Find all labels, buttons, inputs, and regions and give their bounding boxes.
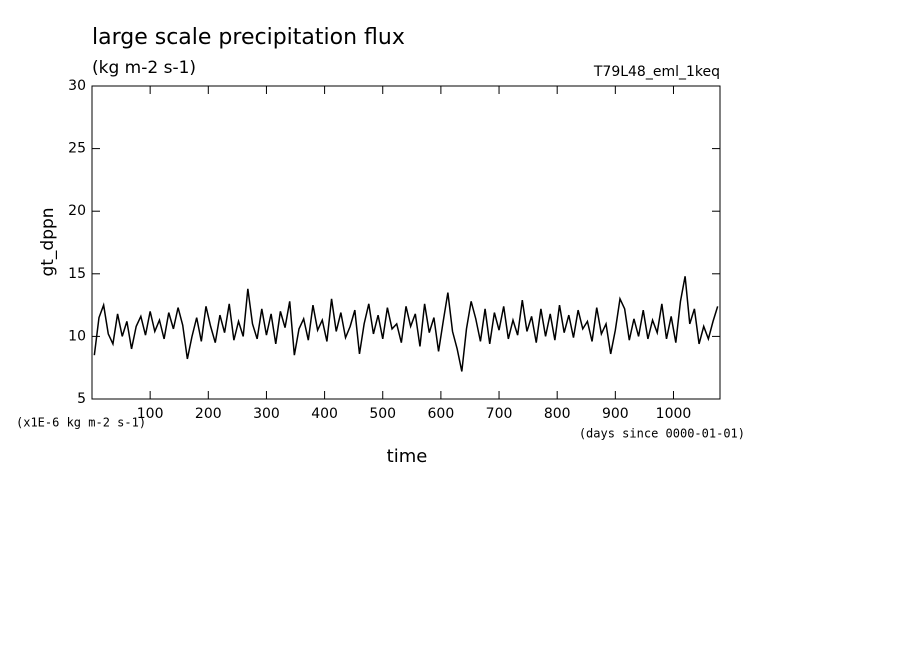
- x-tick-label: 300: [253, 406, 280, 422]
- y-axis-label: gt_dppn: [38, 207, 58, 276]
- y-unit: (x1E-6 kg m-2 s-1): [16, 416, 146, 430]
- y-tick-label: 25: [68, 141, 86, 157]
- x-tick-label: 600: [428, 406, 455, 422]
- x-tick-label: 900: [602, 406, 629, 422]
- y-tick-label: 30: [68, 78, 86, 94]
- chart-title: large scale precipitation flux: [92, 25, 405, 50]
- chart-subtitle: (kg m-2 s-1): [92, 58, 196, 78]
- plot-frame: [91, 85, 721, 400]
- x-tick-label: 500: [369, 406, 396, 422]
- y-tick-label: 5: [77, 391, 86, 407]
- data-line: [93, 276, 719, 372]
- y-tick-label: 15: [68, 266, 86, 282]
- x-tick-label: 700: [486, 406, 513, 422]
- x-tick-label: 1000: [656, 406, 692, 422]
- x-unit: (days since 0000-01-01): [579, 427, 745, 441]
- x-tick-label: 400: [311, 406, 338, 422]
- y-tick-label: 20: [68, 203, 86, 219]
- x-tick-label: 800: [544, 406, 571, 422]
- x-tick-label: 200: [195, 406, 222, 422]
- y-tick-label: 10: [68, 328, 86, 344]
- annotation: T79L48_eml_1keq: [593, 64, 720, 80]
- x-axis-label: time: [387, 446, 428, 467]
- x-tick-label: 100: [137, 406, 164, 422]
